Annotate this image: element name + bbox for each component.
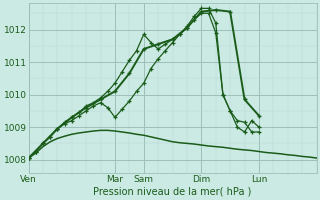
- X-axis label: Pression niveau de la mer( hPa ): Pression niveau de la mer( hPa ): [93, 187, 252, 197]
